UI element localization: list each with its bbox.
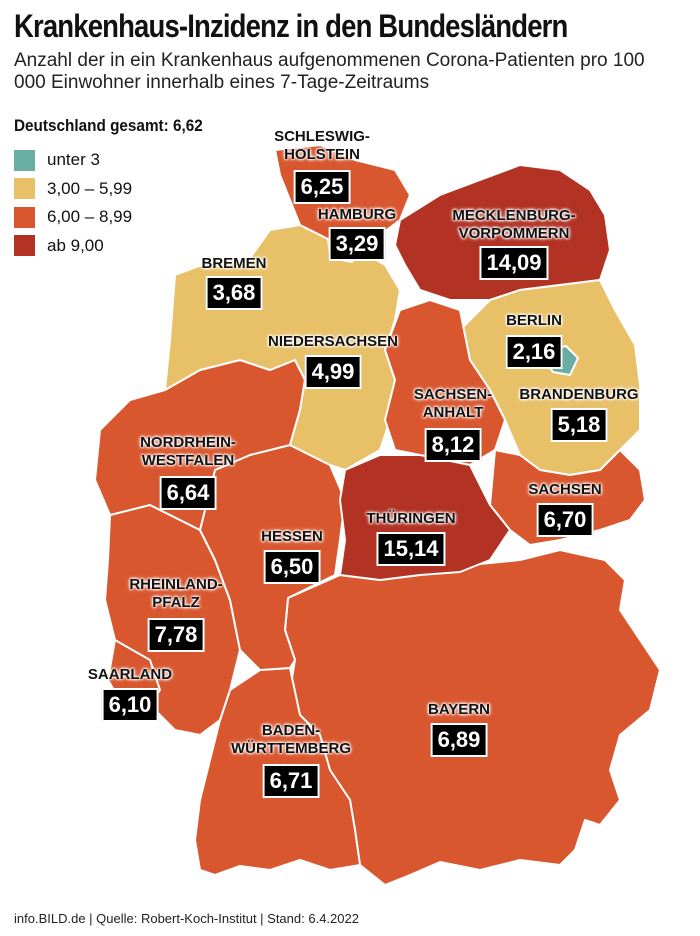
value-sachsen: 6,70: [536, 503, 594, 537]
label-bremen: BREMEN: [201, 255, 267, 272]
label-sachsen-anhalt: SACHSEN- ANHALT: [413, 386, 493, 421]
legend-swatch: [14, 149, 35, 171]
legend-label: ab 9,00: [47, 235, 104, 255]
value-mecklenburg-vorpommern: 14,09: [479, 246, 549, 280]
region-sachsen: [489, 449, 646, 546]
legend-label: 3,00 – 5,99: [47, 178, 133, 198]
label-nordrhein-westfalen: NORDRHEIN- WESTFALEN: [140, 434, 236, 469]
label-berlin: BERLIN: [506, 312, 562, 329]
value-thueringen: 15,14: [376, 532, 446, 566]
label-mecklenburg-vorpommern: MECKLENBURG- VORPOMMERN: [452, 207, 576, 242]
source-footer: info.BILD.de | Quelle: Robert-Koch-Insti…: [14, 911, 359, 926]
legend-label: 6,00 – 8,99: [47, 207, 133, 227]
value-saarland: 6,10: [101, 688, 159, 722]
label-baden-wuerttemberg: BADEN- WÜRTTEMBERG: [231, 722, 351, 757]
label-saarland: SAARLAND: [87, 666, 173, 683]
page-subtitle: Anzahl der in ein Krankenhaus aufgenomme…: [14, 50, 645, 93]
legend: unter 3 3,00 – 5,99 6,00 – 8,99 ab 9,00: [14, 146, 132, 260]
label-bayern: BAYERN: [428, 701, 490, 718]
legend-swatch: [14, 235, 35, 257]
value-brandenburg: 5,18: [550, 408, 608, 442]
legend-label: unter 3: [47, 150, 100, 170]
label-niedersachsen: NIEDERSACHSEN: [267, 333, 399, 350]
value-nordrhein-westfalen: 6,64: [159, 476, 217, 510]
label-brandenburg: BRANDENBURG: [519, 386, 639, 403]
value-sachsen-anhalt: 8,12: [424, 428, 482, 462]
value-baden-wuerttemberg: 6,71: [262, 764, 320, 798]
value-bayern: 6,89: [430, 723, 488, 757]
legend-swatch: [14, 206, 35, 228]
value-niedersachsen: 4,99: [304, 355, 362, 389]
label-hessen: HESSEN: [261, 528, 323, 545]
page-title: Krankenhaus-Inzidenz in den Bundesländer…: [14, 8, 568, 44]
label-hamburg: HAMBURG: [317, 206, 397, 223]
label-schleswig-holstein: SCHLESWIG- HOLSTEIN: [274, 128, 370, 163]
legend-item-high: 6,00 – 8,99: [14, 203, 132, 232]
value-hamburg: 3,29: [328, 227, 386, 261]
legend-swatch: [14, 178, 35, 200]
value-rheinland-pfalz: 7,78: [147, 618, 205, 652]
legend-item-medium: 3,00 – 5,99: [14, 175, 132, 204]
label-rheinland-pfalz: RHEINLAND- PFALZ: [129, 576, 223, 611]
legend-item-very-high: ab 9,00: [14, 232, 132, 261]
label-sachsen: SACHSEN: [528, 481, 602, 498]
value-bremen: 3,68: [205, 276, 263, 310]
germany-total: Deutschland gesamt: 6,62: [14, 116, 203, 135]
legend-item-low: unter 3: [14, 146, 132, 175]
value-schleswig-holstein: 6,25: [293, 170, 351, 204]
value-hessen: 6,50: [263, 550, 321, 584]
label-thueringen: THÜRINGEN: [366, 510, 456, 527]
value-berlin: 2,16: [505, 335, 563, 369]
